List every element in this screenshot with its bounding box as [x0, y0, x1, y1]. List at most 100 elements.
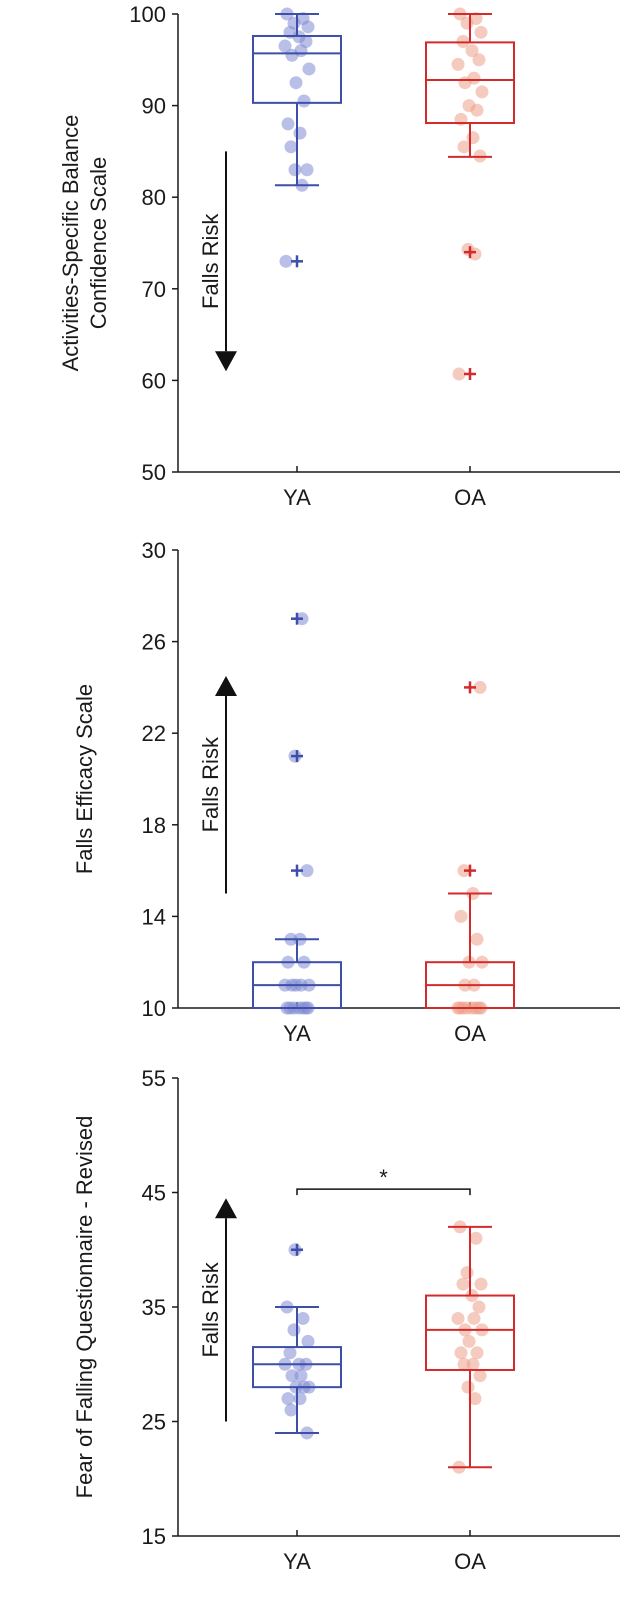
x-tick-label: OA — [454, 485, 486, 510]
x-tick-label: YA — [283, 1549, 311, 1574]
data-point — [474, 1277, 488, 1291]
outlier-marker — [291, 612, 303, 625]
y-tick-label: 30 — [142, 538, 166, 563]
data-point — [293, 1392, 307, 1406]
y-tick-label: 14 — [142, 904, 166, 929]
data-point — [285, 1369, 299, 1383]
data-point — [456, 1277, 470, 1291]
data-point — [469, 1231, 483, 1245]
outlier-marker — [464, 246, 476, 259]
significance-star: * — [379, 1165, 388, 1190]
data-point — [468, 1392, 482, 1406]
data-point — [470, 932, 484, 946]
outlier-marker — [291, 864, 303, 877]
data-point — [460, 1266, 474, 1280]
falls-risk-arrow-head — [215, 351, 237, 372]
data-point — [465, 44, 479, 58]
data-point — [466, 1357, 480, 1371]
box-iqr — [425, 1294, 515, 1371]
data-point — [454, 1346, 468, 1360]
data-point — [301, 20, 315, 34]
y-tick-label: 35 — [142, 1295, 166, 1320]
data-point — [457, 1357, 471, 1371]
data-point — [470, 1346, 484, 1360]
data-point — [285, 48, 299, 62]
y-tick-label: 15 — [142, 1524, 166, 1549]
x-tick-label: OA — [454, 1021, 486, 1046]
data-point — [457, 140, 471, 154]
box-iqr — [425, 41, 515, 125]
data-point — [454, 909, 468, 923]
significance-bracket — [296, 1188, 471, 1196]
y-tick-label: 45 — [142, 1181, 166, 1206]
data-point — [287, 1323, 301, 1337]
outlier-marker — [464, 681, 476, 694]
data-point — [467, 1311, 481, 1325]
y-tick-label: 90 — [142, 94, 166, 119]
data-point — [293, 126, 307, 140]
data-point — [281, 1392, 295, 1406]
data-point — [278, 39, 292, 53]
y-tick-label: 100 — [129, 2, 166, 27]
data-point — [462, 1334, 476, 1348]
data-point — [451, 57, 465, 71]
data-point — [300, 864, 314, 878]
y-axis-title: Confidence Scale — [86, 157, 111, 329]
falls-risk-arrow-head — [215, 1198, 237, 1219]
data-point — [470, 103, 484, 117]
data-point — [283, 1346, 297, 1360]
y-axis-title: Fear of Falling Questionnaire - Revised — [72, 1116, 97, 1499]
y-axis-title: Activities-Specific Balance — [58, 115, 83, 372]
chart-panel-2: 10 14 18 22 26 30 YA OA Falls Efficacy Scale Fall… — [72, 538, 620, 1046]
outlier-marker — [291, 750, 303, 763]
data-point — [294, 1369, 308, 1383]
y-tick-label: 60 — [142, 368, 166, 393]
data-point — [301, 1334, 315, 1348]
data-point — [473, 680, 487, 694]
x-tick-label: YA — [283, 485, 311, 510]
data-point — [461, 1380, 475, 1394]
y-tick-label: 70 — [142, 277, 166, 302]
falls-risk-label: Falls Risk — [198, 736, 223, 832]
outlier-marker — [464, 864, 476, 877]
y-axis-title: Falls Efficacy Scale — [72, 684, 97, 874]
y-tick-label: 55 — [142, 1066, 166, 1091]
data-point — [297, 94, 311, 108]
data-point — [451, 1311, 465, 1325]
data-point — [289, 76, 303, 90]
data-point — [474, 25, 488, 39]
falls-risk-label: Falls Risk — [198, 1261, 223, 1357]
data-point — [468, 247, 482, 261]
chart-panel-3: 15 25 35 45 55 YA OA Fear of Falling Questionna… — [72, 1066, 620, 1574]
y-tick-label: 22 — [142, 721, 166, 746]
data-point — [281, 117, 295, 131]
data-point — [284, 140, 298, 154]
data-point — [452, 367, 466, 381]
data-point — [472, 53, 486, 67]
box-iqr — [252, 34, 342, 104]
y-tick-label: 50 — [142, 460, 166, 485]
data-point — [279, 254, 293, 268]
y-tick-label: 18 — [142, 813, 166, 838]
falls-risk-arrow-head — [215, 675, 237, 696]
box-iqr — [252, 1346, 342, 1389]
outlier-marker — [291, 255, 303, 268]
data-point — [288, 163, 302, 177]
falls-risk-label: Falls Risk — [198, 213, 223, 309]
data-point — [458, 76, 472, 90]
x-tick-label: OA — [454, 1549, 486, 1574]
y-tick-label: 10 — [142, 996, 166, 1021]
data-point — [300, 163, 314, 177]
outlier-marker — [291, 1243, 303, 1256]
data-point — [472, 1300, 486, 1314]
x-tick-label: YA — [283, 1021, 311, 1046]
data-point — [284, 1403, 298, 1417]
data-point — [302, 62, 316, 76]
y-tick-label: 25 — [142, 1410, 166, 1435]
chart-panel-1: 50 60 70 80 90 100 YA OA Activities-Specific Bal… — [58, 2, 620, 510]
data-point — [296, 1311, 310, 1325]
y-tick-label: 26 — [142, 630, 166, 655]
data-point — [475, 85, 489, 99]
data-point — [460, 16, 474, 30]
